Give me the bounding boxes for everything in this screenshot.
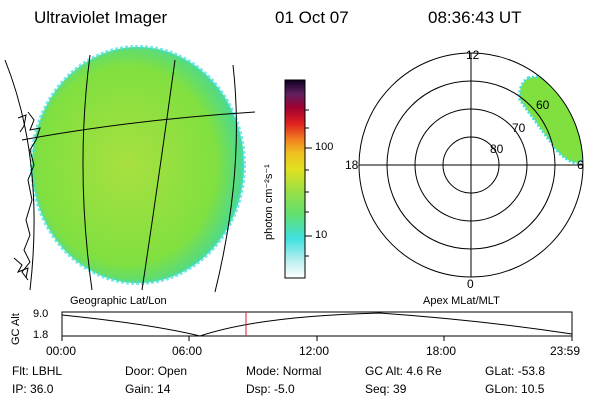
colorbar [284, 79, 312, 279]
alt-ylabel: GC Alt [10, 313, 22, 345]
mlt-label-0: 0 [467, 277, 474, 291]
status-ip: IP: 36.0 [12, 382, 54, 396]
alt-xtick-0600: 06:00 [172, 344, 203, 358]
mlat-label-60: 60 [536, 98, 550, 112]
apex-panel-label: Apex MLat/MLT [423, 295, 500, 307]
image-time: 08:36:43 UT [428, 8, 522, 27]
instrument-title: Ultraviolet Imager [34, 8, 168, 27]
mlat-label-80: 80 [490, 142, 504, 156]
alt-ytick-min: 1.8 [33, 329, 49, 341]
polar-plot [358, 52, 584, 278]
status-gc-alt: GC Alt: 4.6 Re [365, 364, 442, 378]
alt-xtick-2359: 23:59 [550, 344, 581, 358]
status-gain: Gain: 14 [125, 382, 171, 396]
alt-xtick-1800: 18:00 [426, 344, 457, 358]
mlt-label-12: 12 [466, 48, 480, 62]
mlt-label-6: 6 [577, 158, 584, 172]
alt-xtick-1200: 12:00 [299, 344, 330, 358]
geographic-image [4, 45, 256, 293]
status-seq: Seq: 39 [365, 382, 407, 396]
status-glon: GLon: 10.5 [485, 382, 545, 396]
image-date: 01 Oct 07 [275, 8, 349, 27]
status-glat: GLat: -53.8 [485, 364, 546, 378]
status-door: Door: Open [125, 364, 188, 378]
status-dsp: Dsp: -5.0 [246, 382, 295, 396]
altitude-plot [61, 311, 573, 341]
alt-xtick-0000: 00:00 [46, 344, 77, 358]
colorbar-unit-label: photon cm⁻²s⁻¹ [263, 164, 275, 240]
status-mode: Mode: Normal [246, 364, 322, 378]
alt-ytick-max: 9.0 [33, 308, 49, 320]
status-flt: Flt: LBHL [12, 364, 63, 378]
colorbar-tick-100: 100 [315, 141, 334, 153]
mlat-label-70: 70 [512, 121, 526, 135]
mlt-label-18: 18 [345, 158, 359, 172]
geo-panel-label: Geographic Lat/Lon [70, 295, 167, 307]
colorbar-tick-10: 10 [315, 229, 328, 241]
